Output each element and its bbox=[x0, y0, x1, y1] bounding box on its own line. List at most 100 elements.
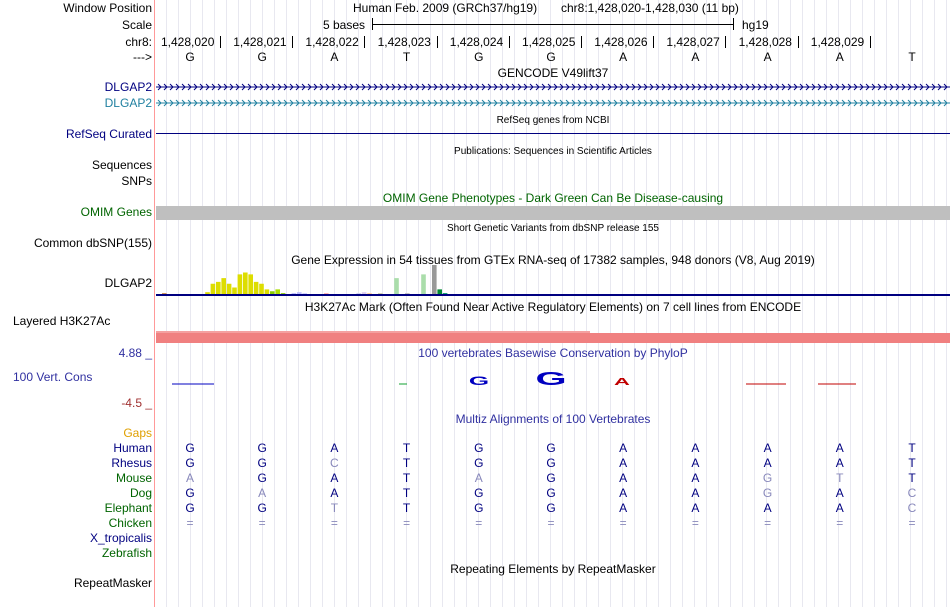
grid-guide bbox=[946, 0, 947, 607]
gencode-transcript-1-arrow bbox=[241, 83, 246, 91]
gencode-transcript-2-arrow bbox=[355, 99, 360, 107]
track-label-refseq[interactable]: RefSeq Curated bbox=[65, 127, 152, 141]
grid-guide bbox=[730, 0, 731, 607]
track-label-h3k27ac[interactable]: Layered H3K27Ac bbox=[13, 314, 111, 328]
grid-guide bbox=[718, 0, 719, 607]
species-label[interactable]: Rhesus bbox=[111, 456, 152, 470]
scale-bar-end bbox=[733, 18, 734, 30]
position-tick-label: 1,428,024 bbox=[449, 35, 504, 49]
species-base: T bbox=[402, 441, 411, 455]
grid-guide bbox=[502, 0, 503, 607]
gencode-transcript-1-arrow bbox=[793, 83, 798, 91]
species-label[interactable]: Dog bbox=[129, 486, 152, 500]
gencode-gene-arrows[interactable] bbox=[156, 80, 950, 110]
gencode-transcript-1-arrow bbox=[175, 83, 180, 91]
gtex-tissue-bar bbox=[432, 265, 437, 295]
gencode-transcript-2-arrow bbox=[757, 99, 762, 107]
species-base: A bbox=[258, 486, 267, 500]
track-label-omim[interactable]: OMIM Genes bbox=[80, 205, 152, 219]
grid-guide bbox=[394, 0, 395, 607]
gencode-transcript-2-arrow bbox=[427, 99, 432, 107]
track-label-dbsnp[interactable]: Common dbSNP(155) bbox=[33, 236, 152, 250]
track-label-dlgap2-gencode[interactable]: DLGAP2 bbox=[104, 80, 152, 94]
gencode-transcript-2-arrow bbox=[931, 99, 936, 107]
species-base: C bbox=[907, 501, 917, 515]
gencode-transcript-1-arrow bbox=[577, 83, 582, 91]
gencode-transcript-2-arrow bbox=[601, 99, 606, 107]
species-base: A bbox=[763, 501, 772, 515]
gencode-transcript-2-arrow bbox=[913, 99, 918, 107]
species-label[interactable]: Human bbox=[113, 441, 152, 455]
position-tick bbox=[220, 36, 221, 48]
omim-gene-bar[interactable] bbox=[156, 206, 950, 220]
gencode-transcript-2-arrow bbox=[745, 99, 750, 107]
gencode-transcript-2-arrow bbox=[709, 99, 714, 107]
species-base: G bbox=[474, 456, 484, 470]
gencode-transcript-1-arrow bbox=[403, 83, 408, 91]
gencode-transcript-1-arrow bbox=[685, 83, 690, 91]
track-label-sequences[interactable]: Sequences bbox=[91, 158, 152, 172]
gencode-transcript-2-arrow bbox=[679, 99, 684, 107]
gtex-track-title: Gene Expression in 54 tissues from GTEx … bbox=[291, 253, 815, 267]
gencode-transcript-2-arrow bbox=[331, 99, 336, 107]
species-base: T bbox=[908, 456, 916, 470]
species-label[interactable]: Elephant bbox=[104, 501, 152, 515]
species-base: A bbox=[619, 456, 628, 470]
window-position-label: Window Position bbox=[63, 1, 152, 15]
species-base: C bbox=[330, 456, 339, 470]
species-label[interactable]: X_tropicalis bbox=[89, 531, 152, 545]
gencode-transcript-2-arrow bbox=[319, 99, 324, 107]
species-base: = bbox=[764, 516, 772, 530]
gencode-transcript-1-arrow bbox=[649, 83, 654, 91]
track-label-conservation[interactable]: 100 Vert. Cons bbox=[13, 370, 93, 384]
species-label[interactable]: Zebrafish bbox=[101, 546, 152, 560]
gencode-transcript-1-arrow bbox=[319, 83, 324, 91]
species-base: A bbox=[330, 486, 339, 500]
gencode-transcript-2-arrow bbox=[805, 99, 810, 107]
grid-guide bbox=[814, 0, 815, 607]
gencode-transcript-1-arrow bbox=[301, 83, 306, 91]
species-base: A bbox=[763, 456, 772, 470]
grid-guide bbox=[250, 0, 251, 607]
gencode-transcript-2-arrow bbox=[721, 99, 726, 107]
gencode-transcript-2-arrow bbox=[565, 99, 570, 107]
track-label-gtex[interactable]: DLGAP2 bbox=[104, 276, 152, 290]
species-base: T bbox=[402, 501, 411, 515]
track-label-dlgap2-gencode-2[interactable]: DLGAP2 bbox=[104, 96, 152, 110]
species-base: = bbox=[619, 516, 627, 530]
gencode-transcript-1-arrow bbox=[937, 83, 942, 91]
gencode-transcript-1-arrow bbox=[349, 83, 354, 91]
gencode-transcript-2-arrow bbox=[661, 99, 666, 107]
gencode-transcript-1-arrow bbox=[679, 83, 684, 91]
gencode-transcript-2-arrow bbox=[841, 99, 846, 107]
gencode-transcript-2-arrow bbox=[409, 99, 414, 107]
track-label-snps[interactable]: SNPs bbox=[121, 174, 152, 188]
gencode-transcript-1-arrow bbox=[607, 83, 612, 91]
gtex-expression-chart[interactable] bbox=[156, 264, 950, 298]
gencode-transcript-2-arrow bbox=[313, 99, 318, 107]
refseq-gene-line[interactable] bbox=[156, 133, 950, 134]
gencode-transcript-1-arrow bbox=[397, 83, 402, 91]
gtex-tissue-bar bbox=[243, 272, 248, 295]
species-base: G bbox=[546, 456, 556, 470]
strand-arrow-label: ---> bbox=[133, 50, 152, 64]
species-label[interactable]: Chicken bbox=[108, 516, 152, 530]
gencode-transcript-2-arrow bbox=[673, 99, 678, 107]
reference-base: G bbox=[257, 50, 267, 64]
gencode-transcript-1-arrow bbox=[715, 83, 720, 91]
gencode-transcript-2-arrow bbox=[475, 99, 480, 107]
gencode-transcript-2-arrow bbox=[463, 99, 468, 107]
h3k27ac-signal-bar[interactable] bbox=[156, 333, 950, 343]
gencode-transcript-2-arrow bbox=[205, 99, 210, 107]
gencode-transcript-1-arrow bbox=[481, 83, 486, 91]
track-label-repeatmasker[interactable]: RepeatMasker bbox=[73, 576, 152, 590]
gencode-transcript-1-arrow bbox=[925, 83, 930, 91]
gtex-tissue-bar bbox=[226, 283, 232, 295]
grid-guide bbox=[262, 0, 263, 607]
species-label[interactable]: Mouse bbox=[115, 471, 152, 485]
gencode-transcript-1-arrow bbox=[637, 83, 642, 91]
gencode-transcript-2-arrow bbox=[613, 99, 618, 107]
gencode-transcript-1-arrow bbox=[871, 83, 876, 91]
gencode-transcript-2-arrow bbox=[541, 99, 546, 107]
